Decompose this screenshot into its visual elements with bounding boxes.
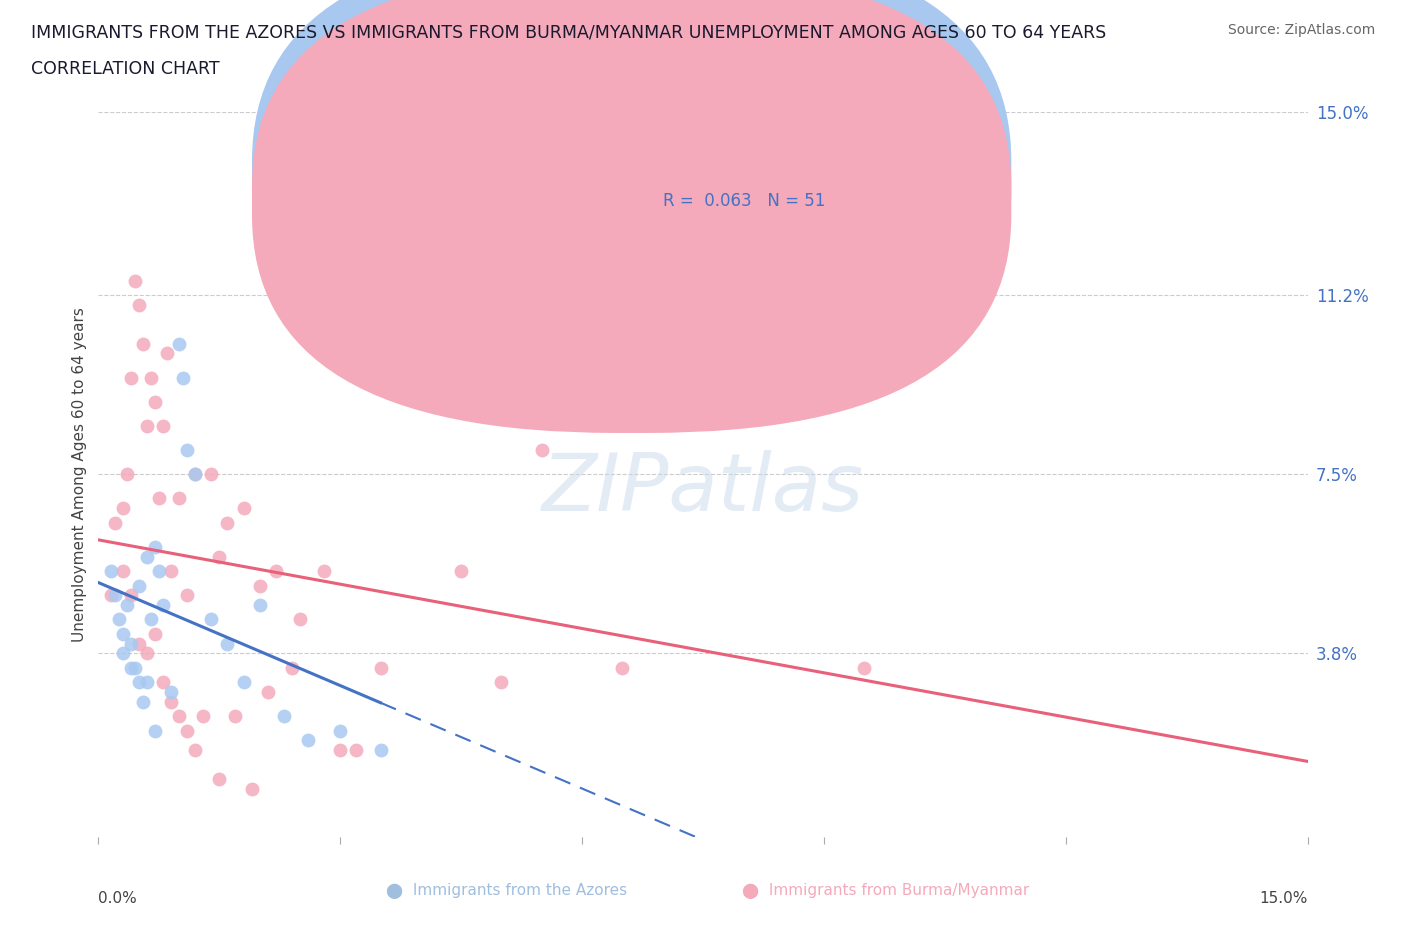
Point [103,588,125,603]
Point [103,515,125,530]
Point [176,588,198,603]
Point [128,636,150,651]
Point [193,709,215,724]
Point [115,467,138,482]
Point [208,772,231,787]
Point [370,742,392,757]
Point [143,627,166,642]
Point [184,467,207,482]
Point [256,684,278,699]
Point [135,675,157,690]
Point [120,588,142,603]
Point [100,588,122,603]
Point [107,612,129,627]
Text: ZIPatlas: ZIPatlas [541,450,865,528]
Point [120,636,142,651]
Point [132,694,155,709]
Point [167,337,190,352]
Point [100,564,122,578]
Point [184,467,207,482]
Point [160,564,183,578]
Point [152,597,174,612]
Text: R = -0.029   N = 32: R = -0.029 N = 32 [664,166,827,184]
Point [273,709,295,724]
Y-axis label: Unemployment Among Ages 60 to 64 years: Unemployment Among Ages 60 to 64 years [72,307,87,642]
Point [124,273,146,288]
Point [148,564,170,578]
Point [530,443,553,458]
Point [111,627,134,642]
Point [156,346,179,361]
Point [143,394,166,409]
Point [200,467,222,482]
Point [139,612,162,627]
FancyBboxPatch shape [252,0,1011,407]
Point [176,443,198,458]
Point [143,724,166,738]
Point [612,660,634,675]
Point [167,491,190,506]
Point [288,612,311,627]
Point [329,724,352,738]
Point [344,742,367,757]
Point [217,636,239,651]
Point [224,709,246,724]
Point [200,612,222,627]
Point [135,645,157,660]
Point [232,675,254,690]
Point [172,370,194,385]
Point [232,500,254,515]
Point [115,597,138,612]
Point [297,733,319,748]
FancyBboxPatch shape [600,148,903,224]
Point [167,709,190,724]
Point [160,684,183,699]
Text: 0.0%: 0.0% [98,891,138,907]
Point [152,418,174,433]
Point [111,564,134,578]
Point [264,564,287,578]
Point [148,491,170,506]
Text: R =  0.063   N = 51: R = 0.063 N = 51 [664,192,825,210]
Point [160,694,183,709]
Point [314,564,336,578]
Point [281,660,304,675]
Point [249,597,271,612]
Point [474,192,496,206]
Point [152,675,174,690]
Point [491,675,513,690]
Point [853,660,876,675]
Text: Source: ZipAtlas.com: Source: ZipAtlas.com [1227,23,1375,37]
Point [370,660,392,675]
Point [176,724,198,738]
Point [124,660,146,675]
Point [111,645,134,660]
Text: ⬤  Immigrants from Burma/Myanmar: ⬤ Immigrants from Burma/Myanmar [742,883,1029,898]
Point [120,370,142,385]
Point [184,742,207,757]
Text: ⬤  Immigrants from the Azores: ⬤ Immigrants from the Azores [385,883,627,898]
Point [208,549,231,564]
Text: IMMIGRANTS FROM THE AZORES VS IMMIGRANTS FROM BURMA/MYANMAR UNEMPLOYMENT AMONG A: IMMIGRANTS FROM THE AZORES VS IMMIGRANTS… [31,23,1107,41]
Point [132,337,155,352]
FancyBboxPatch shape [252,0,1011,433]
Point [450,564,472,578]
Point [217,515,239,530]
Text: CORRELATION CHART: CORRELATION CHART [31,60,219,78]
Text: 15.0%: 15.0% [1260,891,1308,907]
Point [128,298,150,312]
Point [240,781,263,796]
Point [120,660,142,675]
Point [143,539,166,554]
Point [128,675,150,690]
Point [135,549,157,564]
Point [111,500,134,515]
Point [135,418,157,433]
Point [139,370,162,385]
Point [249,578,271,593]
Point [329,742,352,757]
Point [128,578,150,593]
